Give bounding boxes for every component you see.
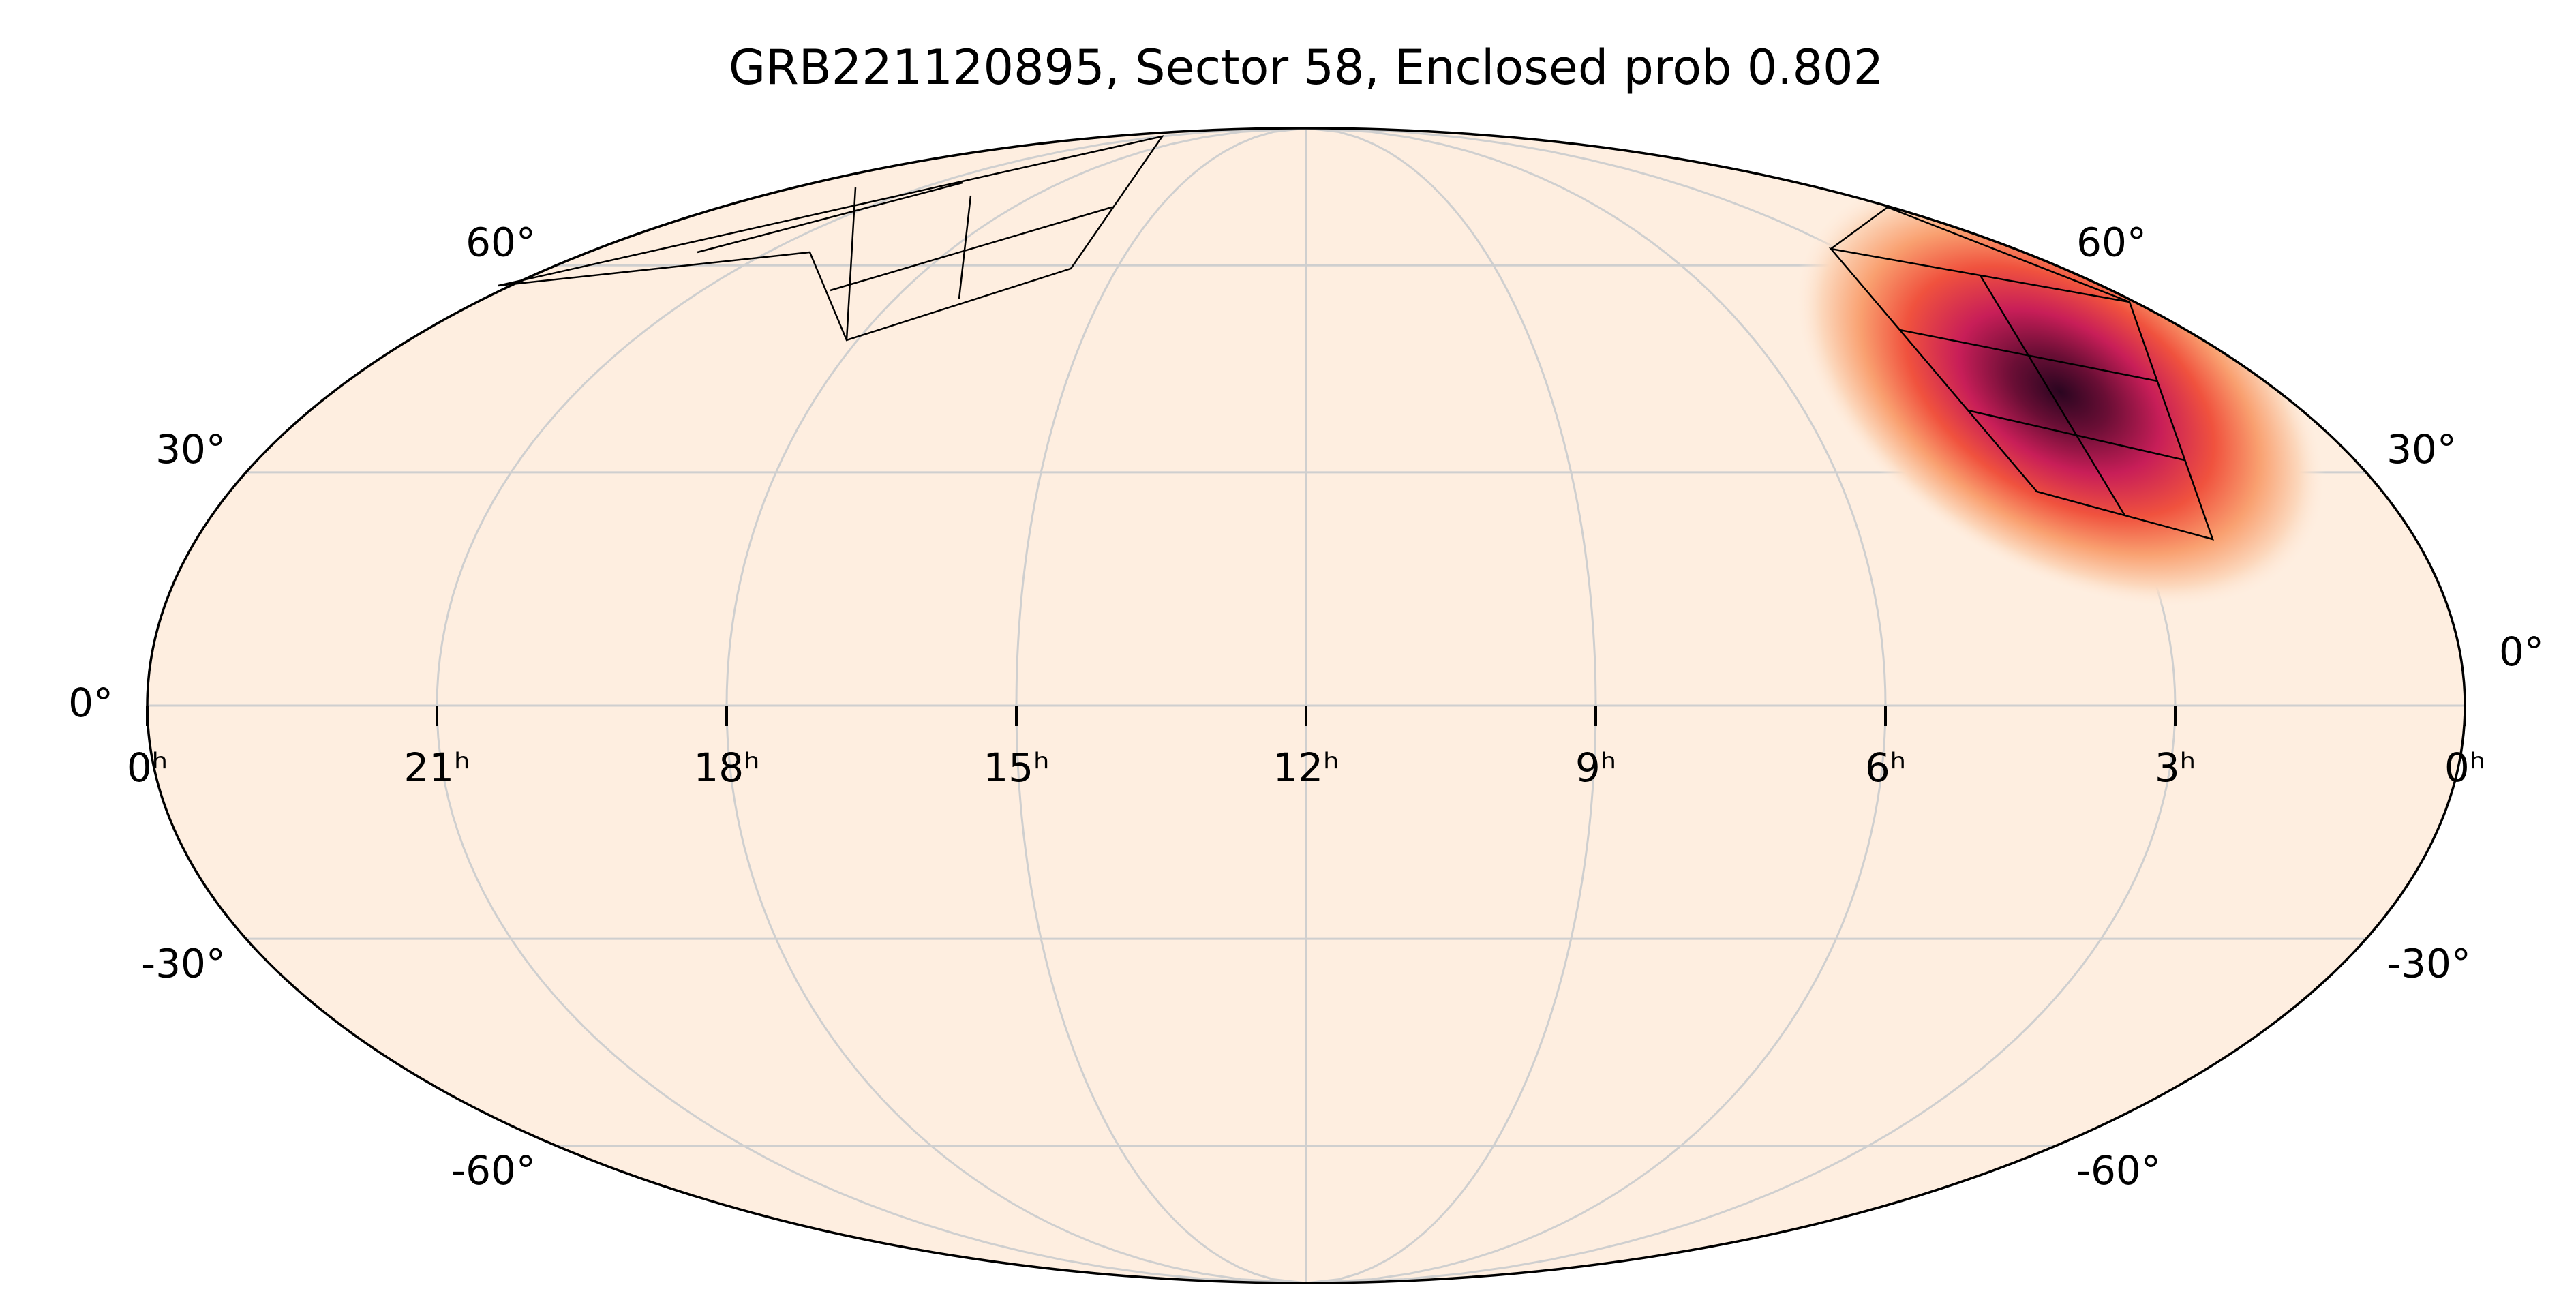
x-tick-label: 15ʰ xyxy=(983,744,1049,791)
x-tick-label: 3ʰ xyxy=(2155,744,2196,791)
x-tick-label: 12ʰ xyxy=(1273,744,1339,791)
y-tick-label: -60° xyxy=(451,1147,536,1194)
x-tick-label: 6ʰ xyxy=(1865,744,1906,791)
x-tick-label: 9ʰ xyxy=(1575,744,1616,791)
x-tick-label: 0ʰ xyxy=(127,744,168,791)
footprints xyxy=(498,135,2214,541)
y-tick-label: 30° xyxy=(155,426,226,472)
x-tick-label: 21ʰ xyxy=(404,744,470,791)
y-tick-label: -60° xyxy=(2076,1147,2161,1194)
y-tick-label: 30° xyxy=(2386,426,2457,472)
footprint xyxy=(1828,206,2214,541)
y-tick-label: -30° xyxy=(141,940,226,986)
footprint xyxy=(498,135,1164,342)
x-tick-label: 0ʰ xyxy=(2444,744,2485,791)
x-tick-label: 18ʰ xyxy=(693,744,759,791)
chart-title: GRB221120895, Sector 58, Enclosed prob 0… xyxy=(729,40,1883,95)
y-tick-label: 0° xyxy=(68,680,113,726)
y-tick-label: 0° xyxy=(2499,629,2544,675)
y-tick-label: 60° xyxy=(2076,219,2147,265)
y-tick-label: 60° xyxy=(466,219,536,265)
y-tick-label: -30° xyxy=(2386,940,2471,986)
